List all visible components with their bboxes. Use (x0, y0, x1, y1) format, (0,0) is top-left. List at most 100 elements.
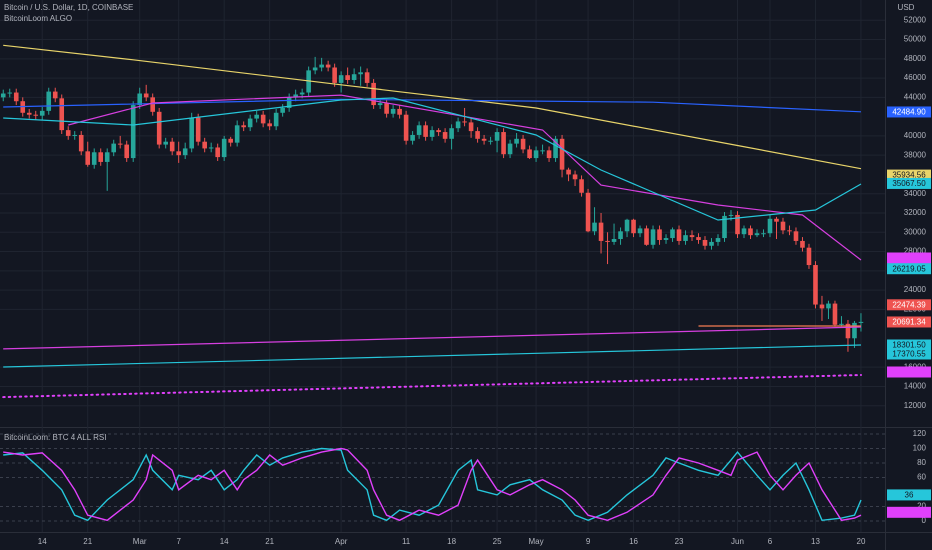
candle-body (754, 233, 760, 236)
candle-body (845, 323, 851, 339)
candle-body (676, 229, 682, 241)
price-label: 20691.34 (892, 318, 926, 327)
candle-body (507, 143, 513, 155)
candle-body (189, 117, 194, 149)
candle-body (26, 112, 32, 115)
candle-body (852, 322, 857, 339)
candle-body (611, 239, 617, 242)
candle-body (195, 117, 201, 142)
candle-body (65, 130, 71, 136)
candle-body (566, 169, 571, 175)
candle-body (59, 98, 65, 131)
overlay-line (3, 44, 862, 170)
x-tick-label: 16 (629, 537, 638, 546)
candle-body (767, 218, 773, 234)
rsi-line (3, 447, 862, 522)
x-tick-label: 14 (220, 537, 229, 546)
candle-body (787, 230, 792, 232)
candle-body (286, 97, 292, 108)
candle-body (585, 192, 591, 232)
candle-body (416, 125, 422, 135)
candle-body (832, 303, 838, 325)
price-label: 18301.50 (892, 341, 926, 350)
price-label-box (887, 348, 931, 360)
candle-body (163, 141, 168, 145)
overlay-line (3, 98, 862, 113)
grid (0, 0, 885, 532)
x-tick-label: 18 (447, 537, 456, 546)
rsi-line (3, 447, 862, 522)
axis-marker (887, 366, 931, 378)
candle-body (299, 92, 305, 95)
candle-body (267, 123, 272, 127)
candle-body (670, 229, 675, 239)
candle-body (143, 93, 149, 98)
candle-body (91, 152, 97, 165)
y-tick-label: 44000 (904, 92, 927, 101)
candle-body (208, 147, 214, 149)
y-tick-label: 80 (917, 458, 926, 467)
price-label-box (887, 339, 931, 351)
candle-body (579, 179, 584, 193)
candle-body (683, 235, 688, 241)
candle-body (234, 125, 240, 143)
candle-body (351, 74, 357, 81)
candle-body (332, 67, 337, 83)
price-label: 42484.90 (892, 108, 926, 117)
y-tick-label: 38000 (904, 150, 927, 159)
x-tick-label: 11 (402, 537, 411, 546)
candle-body (72, 134, 78, 136)
x-tick-label: 25 (493, 537, 502, 546)
x-tick-label: 9 (586, 537, 591, 546)
price-label-box (887, 263, 931, 275)
candle-body (85, 151, 91, 165)
candle-body (0, 93, 6, 98)
candle-body (696, 237, 701, 240)
candle-body (52, 91, 58, 99)
candle-body (819, 304, 825, 309)
y-tick-label: 100 (913, 444, 927, 453)
candle-body (169, 141, 175, 152)
candle-body (182, 148, 188, 156)
candle-body (813, 265, 818, 305)
chart-title: Bitcoin / U.S. Dollar, 1D, COINBASE (4, 3, 133, 12)
overlay-line (3, 326, 862, 350)
axis-marker (887, 252, 931, 264)
y-tick-label: 30000 (904, 227, 927, 236)
candle-body (319, 64, 324, 68)
indicator-title: BitcoinLoom ALGO (4, 14, 72, 23)
candle-body (722, 215, 727, 239)
y-tick-label: 34000 (904, 189, 927, 198)
price-label: 35934.56 (892, 171, 926, 180)
candle-body (46, 91, 52, 111)
candle-body (741, 228, 747, 235)
candle-body (488, 140, 493, 142)
candle-body (390, 108, 396, 114)
candle-body (449, 128, 454, 139)
candle-body (618, 231, 623, 240)
candle-body (13, 92, 19, 102)
candle-body (800, 240, 805, 248)
y-tick-label: 20 (917, 502, 926, 511)
candle-body (410, 134, 415, 141)
candle-body (605, 240, 610, 242)
candle-body (358, 72, 363, 75)
candle-body (202, 141, 207, 149)
price-label-box (887, 489, 931, 501)
candle-body (429, 130, 435, 137)
x-tick-label: 23 (675, 537, 684, 546)
x-tick-label: 13 (811, 537, 820, 546)
candle-body (293, 94, 298, 98)
price-label-box (887, 177, 931, 189)
x-tick-label: 6 (768, 537, 773, 546)
candle-body (364, 72, 370, 83)
y-tick-label: 40000 (904, 131, 927, 140)
marks (0, 44, 864, 522)
candle-body (702, 239, 708, 246)
candle-body (176, 151, 181, 156)
candle-body (728, 214, 734, 216)
y-tick-label: 48000 (904, 54, 927, 63)
candle-body (468, 122, 474, 132)
